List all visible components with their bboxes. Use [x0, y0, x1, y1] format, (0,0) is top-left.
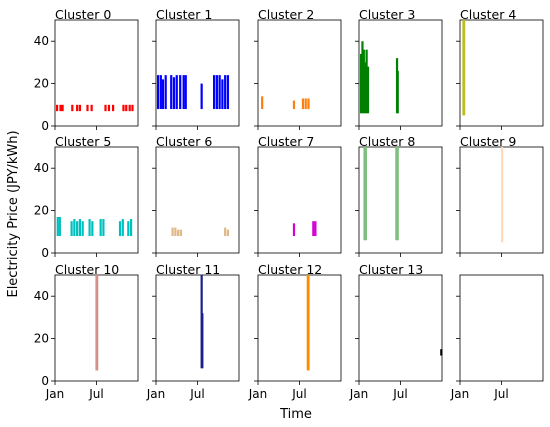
panel-8: Cluster 8: [355, 134, 443, 257]
panel-1: Cluster 1: [152, 7, 240, 130]
panel-3: Cluster 3: [355, 7, 443, 130]
panel-title: Cluster 2: [258, 7, 314, 22]
x-tick-label: Jan: [45, 387, 65, 401]
panel-title: Cluster 10: [55, 262, 119, 277]
panel-9: Cluster 9: [456, 134, 544, 257]
panel-title: Cluster 12: [258, 262, 322, 277]
x-axis-label: Time: [279, 407, 312, 422]
panel-frame: [358, 274, 443, 382]
panel-4: Cluster 4: [456, 7, 544, 130]
panel-title: Cluster 3: [359, 7, 415, 22]
y-tick-label: 40: [34, 161, 49, 175]
panel-frame: [358, 19, 443, 127]
y-tick-label: 20: [34, 332, 49, 346]
panel-13: Cluster 13 Jan Jul: [349, 262, 443, 401]
panel-2: Cluster 2: [254, 7, 342, 130]
panel-11: Cluster 11 Jan Jul: [146, 262, 240, 401]
panel-0: Cluster 0 0 20 40: [34, 7, 139, 133]
panel-frame: [358, 146, 443, 254]
panel-title: Cluster 6: [156, 134, 212, 149]
y-tick-label: 40: [34, 289, 49, 303]
panel-7: Cluster 7: [254, 134, 342, 257]
panel-12: Cluster 12 Jan Jul: [248, 262, 342, 401]
panels: Cluster 0 0 20 40 Cluster 1 Cluster 2 Cluster …: [34, 7, 544, 401]
panel-5: Cluster 5 0 20 40: [34, 134, 139, 260]
panel-frame: [257, 274, 342, 382]
panel-title: Cluster 0: [55, 7, 111, 22]
y-tick-label: 40: [34, 34, 49, 48]
x-tick-label: Jul: [88, 387, 103, 401]
x-tick-label: Jul: [493, 387, 508, 401]
panel-title: Cluster 4: [460, 7, 516, 22]
x-tick-label: Jul: [189, 387, 204, 401]
panel-title: Cluster 13: [359, 262, 423, 277]
y-tick-label: 0: [41, 119, 49, 133]
panel-title: Cluster 5: [55, 134, 111, 149]
y-tick-label: 20: [34, 77, 49, 91]
panel-frame: [257, 19, 342, 127]
x-tick-label: Jan: [146, 387, 166, 401]
x-tick-label: Jan: [349, 387, 369, 401]
x-tick-label: Jul: [392, 387, 407, 401]
y-axis-label: Electricity Price (JPY/kWh): [6, 130, 21, 297]
x-tick-label: Jan: [248, 387, 268, 401]
panel-frame: [54, 146, 139, 254]
y-tick-label: 20: [34, 204, 49, 218]
panel-10: Cluster 10 0 20 40 Jan Jul: [34, 262, 139, 401]
panel-title: Cluster 7: [258, 134, 314, 149]
x-tick-label: Jul: [291, 387, 306, 401]
panel-title: Cluster 8: [359, 134, 415, 149]
panel-frame: [459, 19, 544, 127]
panel-title: Cluster 1: [156, 7, 212, 22]
panel-frame: [155, 19, 240, 127]
y-tick-label: 0: [41, 246, 49, 260]
panel-6: Cluster 6: [152, 134, 240, 257]
y-tick-label: 0: [41, 374, 49, 388]
panel-14: Jan Jul: [450, 274, 544, 401]
panel-title: Cluster 11: [156, 262, 220, 277]
panel-frame: [155, 146, 240, 254]
panel-title: Cluster 9: [460, 134, 516, 149]
x-tick-label: Jan: [450, 387, 470, 401]
panel-frame: [155, 274, 240, 382]
panel-frame: [257, 146, 342, 254]
panel-frame: [459, 274, 544, 382]
